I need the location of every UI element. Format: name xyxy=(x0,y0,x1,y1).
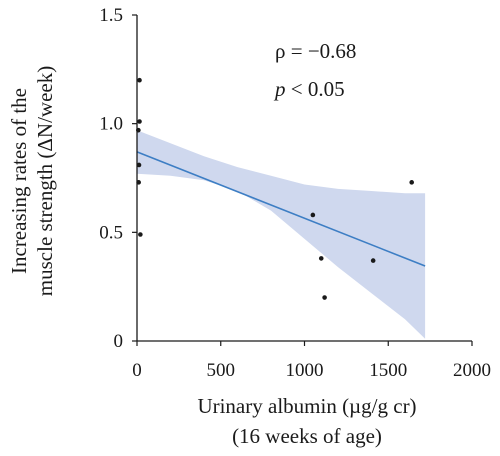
annotation-rho: ρ = −0.68 xyxy=(275,39,356,63)
annotation-p-threshold: < 0.05 xyxy=(286,77,345,101)
data-point xyxy=(138,232,143,237)
annotation-p-symbol: p xyxy=(273,77,286,101)
data-point xyxy=(137,77,142,83)
y-tick-label: 0.5 xyxy=(99,222,123,243)
y-tick-label: 1.0 xyxy=(99,114,123,135)
data-points-layer xyxy=(136,77,415,300)
data-point xyxy=(137,119,142,124)
x-tick-label: 500 xyxy=(207,360,236,381)
data-point xyxy=(409,180,415,185)
data-point xyxy=(136,162,142,168)
x-tick-label: 1000 xyxy=(286,360,324,381)
x-tick-label: 1500 xyxy=(369,360,407,381)
data-point xyxy=(318,256,324,261)
x-axis-title: Urinary albumin (µg/g cr) xyxy=(197,394,416,418)
y-tick-label: 0 xyxy=(114,331,124,352)
tick-labels: 0 500 1000 1500 2000 0 0.5 1.0 1.5 xyxy=(99,5,491,381)
x-tick-label: 0 xyxy=(132,360,142,381)
x-axis-subtitle: (16 weeks of age) xyxy=(232,424,382,448)
y-tick-label: 1.5 xyxy=(99,5,123,26)
confidence-band xyxy=(137,130,426,339)
confidence-band-layer xyxy=(137,130,426,339)
data-point xyxy=(370,258,376,263)
regression-line xyxy=(136,151,426,267)
regression-line-layer xyxy=(136,151,426,267)
data-point xyxy=(322,295,327,300)
data-point xyxy=(310,212,316,218)
axes xyxy=(132,14,473,346)
annotation-p-value: p < 0.05 xyxy=(273,77,345,101)
x-tick-label: 2000 xyxy=(453,360,491,381)
y-axis-title: Increasing rates of the xyxy=(7,88,31,274)
y-axis-subtitle: muscle strength (ΔN/week) xyxy=(33,66,57,296)
